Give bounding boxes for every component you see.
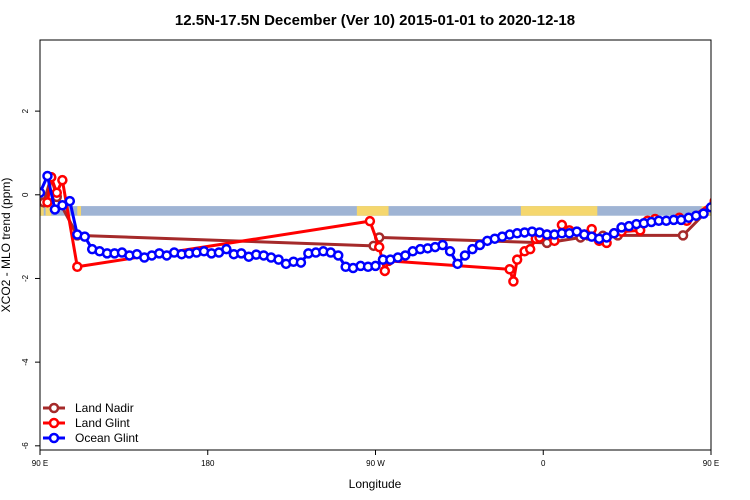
land-glint-point <box>556 219 568 231</box>
legend-label-ocean-glint: Ocean Glint <box>75 431 139 445</box>
land-glint-point <box>373 241 385 253</box>
y-tick-label: -6 <box>21 442 30 450</box>
ocean-glint-point <box>459 250 471 261</box>
land-glint-point <box>726 174 734 182</box>
land-glint-point <box>51 187 63 198</box>
ocean-glint-point <box>332 250 344 261</box>
ocean-glint-point <box>737 197 745 205</box>
land-segment <box>45 206 52 216</box>
legend-marker-land-glint <box>48 417 60 429</box>
legend-label-land-glint: Land Glint <box>75 416 130 430</box>
x-tick-label: 90 E <box>703 459 719 468</box>
land-segment <box>40 206 44 216</box>
y-tick-label: 2 <box>21 108 30 113</box>
ocean-glint-point <box>698 208 709 219</box>
ocean-glint-point <box>744 231 750 239</box>
land-glint-point <box>511 254 523 265</box>
ocean-glint-point <box>64 195 76 207</box>
land-glint-point <box>718 173 726 181</box>
land-segment <box>356 206 389 216</box>
x-tick-label: 90 W <box>366 459 385 468</box>
land-nadir-point <box>718 173 726 181</box>
ocean-glint-point <box>400 250 411 261</box>
land-glint-point <box>709 197 711 205</box>
x-tick-label: 0 <box>541 459 546 468</box>
legend-marker-land-nadir <box>48 402 60 414</box>
legend-label-land-nadir: Land Nadir <box>75 401 134 415</box>
land-glint-point <box>57 174 68 186</box>
ocean-glint-point <box>722 172 730 180</box>
y-tick-label: -4 <box>21 358 30 366</box>
ocean-glint-point <box>79 231 90 242</box>
land-glint-point <box>504 264 515 275</box>
land-glint-point <box>508 276 519 287</box>
land-glint-point <box>72 261 83 273</box>
ocean-glint-point <box>444 246 456 257</box>
ocean-glint-point <box>452 258 463 270</box>
land-glint-point <box>524 243 536 255</box>
land-glint-point <box>731 176 739 184</box>
land-segment <box>520 206 598 216</box>
ocean-glint-point <box>729 205 737 213</box>
x-axis-label: Longitude <box>349 477 402 491</box>
land-nadir-point <box>677 230 689 241</box>
y-tick-label: 0 <box>21 192 30 197</box>
ocean-glint-point <box>49 204 61 215</box>
ocean-glint-point <box>295 257 307 268</box>
legend-marker-ocean-glint <box>48 432 60 444</box>
ocean-glint-point <box>705 202 711 213</box>
ocean-glint-point <box>42 170 53 182</box>
ocean-glint-point <box>437 239 448 251</box>
land-segment <box>724 206 731 216</box>
ocean-glint-point <box>57 200 68 211</box>
land-segment <box>77 206 82 216</box>
x-tick-label: 90 E <box>32 459 48 468</box>
ocean-glint-point <box>221 243 232 255</box>
ocean-glint-point <box>40 187 46 198</box>
ocean-glint-point <box>273 254 284 265</box>
chart-title: 12.5N-17.5N December (Ver 10) 2015-01-01… <box>175 12 575 29</box>
land-nadir-point <box>726 191 734 199</box>
ocean-glint-point <box>601 232 612 243</box>
ocean-glint-point <box>467 243 478 255</box>
ocean-glint-point <box>370 260 381 272</box>
land-glint-point <box>364 215 376 227</box>
ocean-glint-point <box>714 191 722 199</box>
land-glint-point <box>379 265 391 277</box>
land-glint-point <box>42 197 53 208</box>
ocean-glint-point <box>474 239 486 251</box>
ocean-glint-point <box>608 228 620 239</box>
y-axis-label: XCO2 - MLO trend (ppm) <box>0 178 13 313</box>
x-tick-label: 180 <box>201 459 215 468</box>
land-nadir-point <box>709 199 711 207</box>
y-tick-label: -2 <box>21 274 30 282</box>
